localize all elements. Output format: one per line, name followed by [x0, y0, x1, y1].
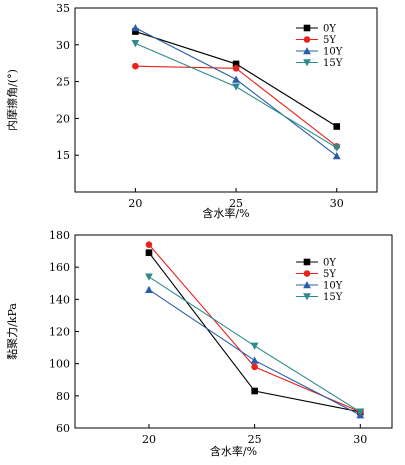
legend-marker [303, 281, 311, 289]
x-tick-label: 30 [353, 433, 367, 446]
x-tick-label: 25 [248, 433, 262, 446]
legend-label: 10Y [323, 281, 343, 292]
data-point [232, 83, 240, 91]
data-point [145, 249, 153, 256]
legend-label: 15Y [323, 58, 343, 69]
y-tick-label: 60 [56, 422, 70, 435]
legend-marker [303, 258, 311, 266]
y-tick-label: 30 [56, 39, 70, 52]
x-tick-label: 20 [128, 197, 142, 210]
plot-frame [74, 7, 378, 193]
data-point [251, 363, 258, 371]
data-point [356, 408, 365, 416]
y-tick-label: 25 [56, 76, 70, 89]
data-point [145, 241, 153, 248]
x-tick-label: 30 [330, 197, 344, 210]
x-axis-title: 含水率/% [202, 206, 249, 220]
legend-label: 0Y [323, 24, 336, 35]
y-tick-label: 100 [49, 358, 70, 371]
data-point [232, 60, 240, 68]
legend-label: 0Y [323, 258, 336, 269]
series-10Y [145, 285, 365, 419]
legend-marker [303, 270, 311, 277]
data-point [132, 28, 139, 35]
y-axis-title: 内摩擦角/(°) [5, 69, 19, 131]
series-line [148, 289, 361, 416]
data-point [250, 356, 259, 364]
data-point [251, 387, 258, 395]
y-tick-label: 120 [49, 326, 70, 339]
legend-marker [303, 47, 311, 55]
legend-marker [303, 293, 311, 301]
series-15Y [145, 273, 365, 416]
chart-panel-2: 60 80 100 120 140 160 180 20 25 30 含水率/% 黏聚力/kPa 0Y5… [5, 229, 393, 458]
y-tick-label: 160 [49, 261, 70, 274]
data-point [132, 62, 139, 70]
legend-label: 15Y [323, 292, 343, 303]
legend-label: 10Y [323, 47, 343, 58]
x-axis-title: 含水率/% [210, 444, 257, 458]
data-point [145, 273, 153, 281]
legend-marker [303, 24, 311, 32]
series-0Y [132, 28, 341, 130]
data-point [131, 23, 140, 32]
legend-marker [303, 59, 311, 67]
data-point [131, 40, 140, 48]
data-point [250, 342, 259, 350]
data-point [332, 144, 341, 152]
y-tick-label: 140 [49, 293, 70, 306]
y-tick-label: 180 [49, 229, 70, 242]
data-point [232, 75, 240, 83]
y-axis-title: 黏聚力/kPa [5, 303, 19, 360]
data-point [333, 123, 341, 130]
legend-label: 5Y [323, 269, 336, 280]
x-tick-label: 20 [142, 433, 156, 446]
data-point [145, 285, 153, 293]
data-point [232, 65, 240, 72]
y-tick-label: 35 [56, 2, 70, 15]
x-tick-label: 25 [229, 197, 243, 210]
y-tick-label: 80 [56, 390, 70, 403]
series-10Y [131, 23, 341, 160]
data-point [332, 152, 341, 160]
y-tick-label: 15 [56, 149, 70, 162]
y-tick-label: 20 [56, 112, 70, 125]
series-line [135, 42, 338, 149]
series-15Y [131, 40, 341, 152]
legend-label: 5Y [323, 35, 336, 46]
series-line [135, 27, 338, 157]
legend-marker [303, 36, 311, 43]
